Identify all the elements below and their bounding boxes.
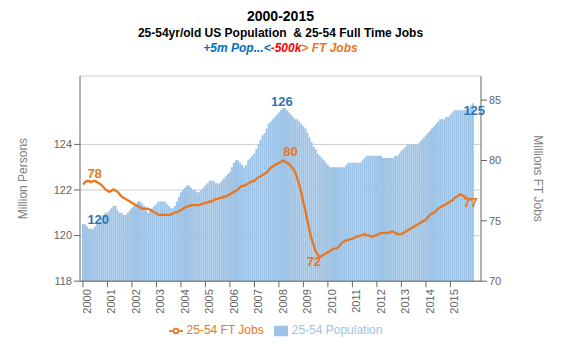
svg-text:122: 122 <box>54 184 72 196</box>
svg-text:120: 120 <box>54 229 72 241</box>
svg-text:126: 126 <box>271 94 293 109</box>
svg-text:2011: 2011 <box>350 289 362 313</box>
svg-text:70: 70 <box>489 275 501 287</box>
svg-text:2008: 2008 <box>277 289 289 313</box>
svg-text:124: 124 <box>54 138 72 150</box>
svg-text:80: 80 <box>283 144 297 159</box>
svg-text:2004: 2004 <box>179 289 191 313</box>
svg-text:77: 77 <box>463 195 477 210</box>
svg-text:2000: 2000 <box>81 289 93 313</box>
svg-text:2002: 2002 <box>130 289 142 313</box>
svg-text:2001: 2001 <box>105 289 117 313</box>
svg-text:85: 85 <box>489 94 501 106</box>
svg-text:2012: 2012 <box>375 289 387 313</box>
html-text:25-54 FT Jobs: 25-54 FT Jobs <box>186 323 264 338</box>
svg-text:125: 125 <box>463 103 485 118</box>
svg-text:80: 80 <box>489 154 501 166</box>
svg-text:2005: 2005 <box>203 289 215 313</box>
html-text:2000-2015: 2000-2015 <box>247 8 314 24</box>
svg-text:2010: 2010 <box>326 289 338 313</box>
svg-text:78: 78 <box>87 166 101 181</box>
html-text:25-54 Population: 25-54 Population <box>291 323 383 338</box>
svg-text:2015: 2015 <box>448 289 460 313</box>
html-text:+5m Pop...< -500k > FT Jobs: +5m Pop...< -500k > FT Jobs <box>203 40 358 55</box>
svg-text:120: 120 <box>87 212 109 227</box>
svg-text:2003: 2003 <box>154 289 166 313</box>
svg-text:72: 72 <box>307 254 321 269</box>
svg-text:75: 75 <box>489 215 501 227</box>
svg-text:2006: 2006 <box>228 289 240 313</box>
html-text:25-54yr/old US Population & 25: 25-54yr/old US Population & 25-54 Full T… <box>137 25 424 40</box>
svg-text:2014: 2014 <box>424 289 436 313</box>
svg-text:2009: 2009 <box>301 289 313 313</box>
svg-text:Million Persons: Million Persons <box>16 138 30 219</box>
svg-text:118: 118 <box>54 275 72 287</box>
svg-text:Millions FT Jobs: Millions FT Jobs <box>531 135 545 221</box>
svg-text:2013: 2013 <box>399 289 411 313</box>
svg-text:2007: 2007 <box>252 289 264 313</box>
